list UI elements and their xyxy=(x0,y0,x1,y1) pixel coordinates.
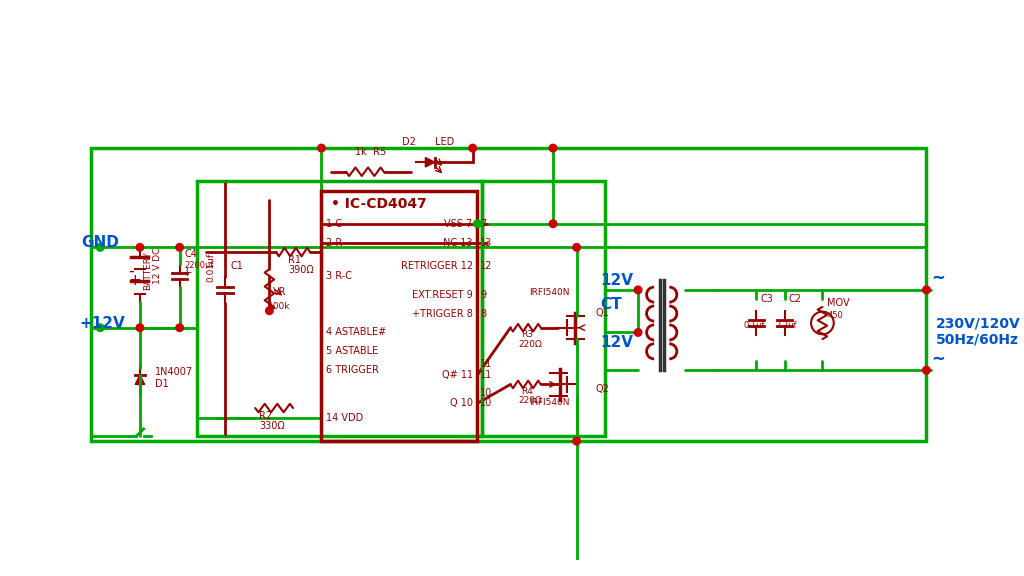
Circle shape xyxy=(136,324,143,331)
Text: 2200uf: 2200uf xyxy=(184,261,214,270)
Circle shape xyxy=(176,324,183,331)
Text: LED: LED xyxy=(435,137,454,147)
Text: 8: 8 xyxy=(480,309,486,319)
Text: D2: D2 xyxy=(401,137,416,147)
Text: 5 ASTABLE: 5 ASTABLE xyxy=(326,346,379,357)
Text: 220Ω: 220Ω xyxy=(518,340,542,348)
Text: 10: 10 xyxy=(480,399,493,408)
Text: C2: C2 xyxy=(788,294,802,304)
Circle shape xyxy=(634,286,642,294)
Text: 9: 9 xyxy=(480,290,486,300)
Text: 10: 10 xyxy=(480,388,493,398)
Bar xyxy=(91,148,927,441)
Text: 330Ω: 330Ω xyxy=(259,421,285,431)
Text: 7: 7 xyxy=(480,219,486,229)
Text: 6 TRIGGER: 6 TRIGGER xyxy=(326,365,379,375)
Text: NC 13: NC 13 xyxy=(443,238,473,248)
Text: EXT.RESET 9: EXT.RESET 9 xyxy=(412,290,473,300)
Text: 50Hz/60Hz: 50Hz/60Hz xyxy=(936,333,1019,347)
Bar xyxy=(482,181,605,437)
Text: Q2: Q2 xyxy=(596,384,609,394)
Text: 4 ASTABLE#: 4 ASTABLE# xyxy=(326,327,386,338)
Text: VSS 7: VSS 7 xyxy=(444,219,473,229)
Text: R3: R3 xyxy=(521,330,532,339)
Text: 12 V DC: 12 V DC xyxy=(154,248,162,285)
Text: 12V: 12V xyxy=(600,335,633,350)
Text: -: - xyxy=(129,262,134,280)
Text: CT: CT xyxy=(600,297,622,312)
Text: 12V: 12V xyxy=(600,273,633,288)
Text: ~: ~ xyxy=(931,269,945,287)
Text: 12: 12 xyxy=(480,262,493,271)
Text: GND: GND xyxy=(81,236,119,251)
Text: 0.01uf: 0.01uf xyxy=(206,253,215,282)
Text: 230V/120V: 230V/120V xyxy=(936,317,1021,331)
Text: 11: 11 xyxy=(480,370,493,380)
Circle shape xyxy=(136,244,143,251)
Text: +: + xyxy=(129,273,141,288)
Circle shape xyxy=(469,145,476,152)
Text: 0.1uf: 0.1uf xyxy=(743,321,765,329)
Polygon shape xyxy=(425,158,435,167)
Text: BATTERY: BATTERY xyxy=(142,252,152,290)
Text: 1k  R5: 1k R5 xyxy=(355,147,386,157)
Polygon shape xyxy=(135,375,144,384)
Circle shape xyxy=(572,244,581,251)
Text: ~: ~ xyxy=(931,350,945,367)
Text: 14 VDD: 14 VDD xyxy=(326,412,364,423)
Text: 2.2uf: 2.2uf xyxy=(775,321,797,329)
Text: 390Ω: 390Ω xyxy=(289,265,314,275)
Text: RETRIGGER 12: RETRIGGER 12 xyxy=(400,262,473,271)
Text: 13: 13 xyxy=(480,238,493,248)
Text: Q1: Q1 xyxy=(596,308,609,319)
Text: +: + xyxy=(181,266,193,279)
Text: C4: C4 xyxy=(184,249,198,259)
Circle shape xyxy=(176,244,183,251)
Circle shape xyxy=(317,145,326,152)
Text: C3: C3 xyxy=(760,294,773,304)
Circle shape xyxy=(923,366,930,374)
Text: 1N4007: 1N4007 xyxy=(155,367,194,377)
Circle shape xyxy=(572,437,581,445)
Circle shape xyxy=(549,145,557,152)
Text: Q# 11: Q# 11 xyxy=(441,370,473,380)
Bar xyxy=(197,181,482,437)
Text: D1: D1 xyxy=(155,379,169,389)
Text: +TRIGGER 8: +TRIGGER 8 xyxy=(412,309,473,319)
Circle shape xyxy=(96,324,104,331)
Text: Q 10: Q 10 xyxy=(450,399,473,408)
Text: 3 R-C: 3 R-C xyxy=(326,271,352,281)
Text: IRFI540N: IRFI540N xyxy=(529,287,570,297)
Text: VR: VR xyxy=(273,287,287,297)
Text: R4: R4 xyxy=(521,387,532,396)
Text: R2: R2 xyxy=(259,411,272,422)
Circle shape xyxy=(634,329,642,336)
Text: 450: 450 xyxy=(827,311,843,320)
Circle shape xyxy=(923,286,930,294)
Text: 11: 11 xyxy=(480,359,493,369)
Text: 2 R: 2 R xyxy=(326,238,342,248)
Text: MOV: MOV xyxy=(827,298,850,308)
Circle shape xyxy=(549,220,557,228)
Text: +12V: +12V xyxy=(80,316,125,331)
Text: C1: C1 xyxy=(230,261,244,271)
Text: R1: R1 xyxy=(289,255,301,266)
Circle shape xyxy=(473,220,481,228)
Text: • IC-CD4047: • IC-CD4047 xyxy=(331,196,427,211)
Text: 220Ω: 220Ω xyxy=(518,396,542,406)
Text: IRFI540N: IRFI540N xyxy=(529,398,570,407)
Circle shape xyxy=(96,244,104,251)
Text: 100k: 100k xyxy=(267,302,290,311)
Circle shape xyxy=(265,307,273,314)
Text: 1 C: 1 C xyxy=(326,219,342,229)
